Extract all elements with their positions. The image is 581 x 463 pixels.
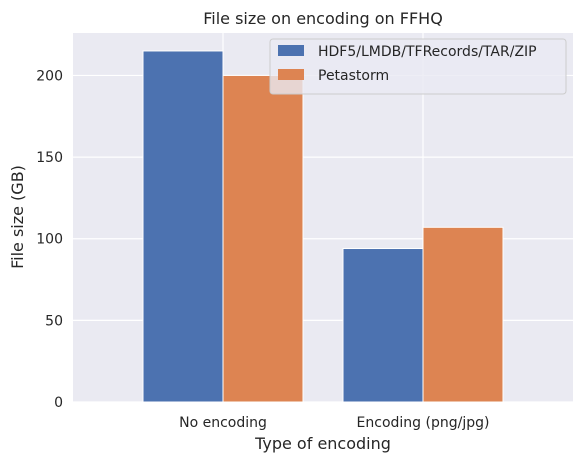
bar	[222, 74, 304, 403]
legend: HDF5/LMDB/TFRecords/TAR/ZIP Petastorm	[269, 38, 567, 95]
bars	[142, 50, 504, 403]
y-tick-labels: 0 50 100 150 200	[36, 68, 63, 411]
x-tick-label: No encoding	[179, 415, 267, 431]
y-tick-label: 200	[36, 68, 63, 84]
y-axis-label: File size (GB)	[8, 165, 27, 269]
legend-swatch	[278, 45, 304, 56]
legend-label: Petastorm	[318, 68, 389, 84]
y-tick-label: 50	[45, 313, 63, 329]
y-tick-label: 0	[54, 395, 63, 411]
x-axis-label: Type of encoding	[254, 434, 391, 453]
legend-swatch	[278, 69, 304, 80]
y-tick-label: 100	[36, 232, 63, 248]
legend-label: HDF5/LMDB/TFRecords/TAR/ZIP	[318, 44, 537, 60]
x-tick-labels: No encoding Encoding (png/jpg)	[179, 415, 489, 431]
x-tick-label: Encoding (png/jpg)	[357, 415, 490, 431]
bar	[342, 248, 424, 403]
bar	[142, 50, 224, 403]
legend-box	[269, 38, 567, 95]
chart-title: File size on encoding on FFHQ	[203, 9, 443, 28]
y-tick-label: 150	[36, 150, 63, 166]
bar	[422, 226, 504, 403]
